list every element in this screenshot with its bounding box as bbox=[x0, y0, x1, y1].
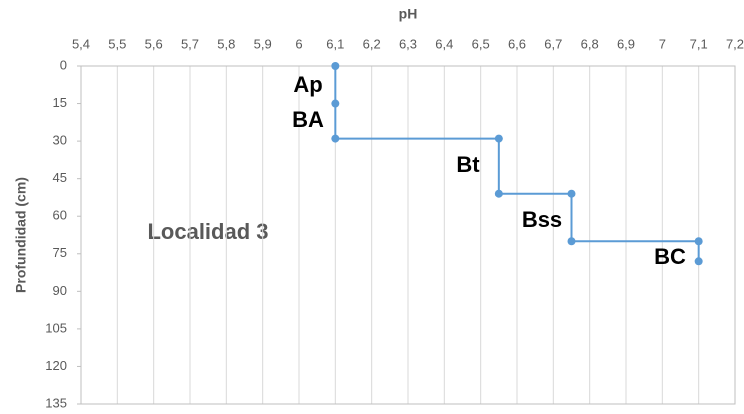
x-tick-label: 5,8 bbox=[217, 36, 235, 51]
x-tick-label: 7,2 bbox=[726, 36, 744, 51]
x-tick-label: 5,6 bbox=[145, 36, 163, 51]
point bbox=[331, 62, 340, 70]
y-tick-label: 45 bbox=[53, 170, 67, 185]
x-tick-label: 6,8 bbox=[581, 36, 599, 51]
x-tick-label: 5,4 bbox=[72, 36, 90, 51]
x-tick-label: 7,1 bbox=[690, 36, 708, 51]
y-tick-label: 120 bbox=[45, 358, 67, 373]
y-tick-label: 15 bbox=[53, 95, 67, 110]
y-tick-label: 90 bbox=[53, 283, 67, 298]
horizon-label: Ap bbox=[293, 72, 322, 97]
horizon-label: BA bbox=[292, 107, 324, 132]
y-tick-label: 75 bbox=[53, 245, 67, 260]
y-tick-label: 135 bbox=[45, 395, 67, 410]
y-tick-label: 0 bbox=[60, 57, 67, 72]
horizon-label: Bss bbox=[522, 207, 562, 232]
plot-border bbox=[80, 65, 736, 405]
y-tick-label: 30 bbox=[53, 133, 67, 148]
x-tick-label: 6,7 bbox=[544, 36, 562, 51]
x-tick-label: 6,1 bbox=[326, 36, 344, 51]
point bbox=[331, 134, 340, 143]
point bbox=[331, 99, 340, 108]
point bbox=[494, 189, 503, 198]
point bbox=[694, 257, 703, 266]
horizon-label: Bt bbox=[456, 152, 480, 177]
x-tick-label: 6,6 bbox=[508, 36, 526, 51]
x-tick-label: 6,4 bbox=[435, 36, 453, 51]
x-tick-label: 5,9 bbox=[254, 36, 272, 51]
x-tick-label: 6,2 bbox=[363, 36, 381, 51]
point bbox=[567, 237, 576, 246]
x-tick-label: 6,9 bbox=[617, 36, 635, 51]
y-axis-title: Profundidad (cm) bbox=[13, 177, 29, 293]
x-tick-label: 5,7 bbox=[181, 36, 199, 51]
y-tick-label: 105 bbox=[45, 320, 67, 335]
x-tick-label: 6,3 bbox=[399, 36, 417, 51]
x-tick-label: 6 bbox=[295, 36, 302, 51]
x-tick-label: 6,5 bbox=[472, 36, 490, 51]
point bbox=[694, 237, 703, 246]
x-tick-label: 5,5 bbox=[108, 36, 126, 51]
horizon-label: BC bbox=[654, 244, 686, 269]
chart-title: pH bbox=[399, 6, 418, 22]
point bbox=[567, 189, 576, 198]
y-tick-label: 60 bbox=[53, 208, 67, 223]
point bbox=[494, 134, 503, 143]
x-tick-label: 7 bbox=[659, 36, 666, 51]
annotation: Localidad 3 bbox=[147, 219, 268, 244]
